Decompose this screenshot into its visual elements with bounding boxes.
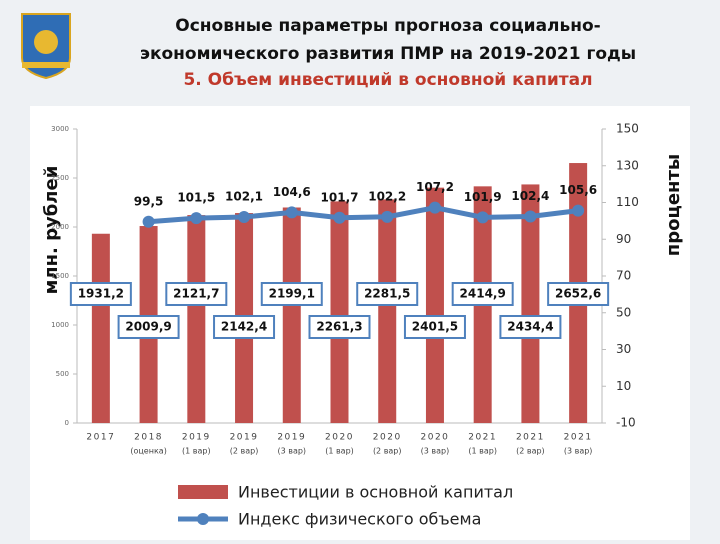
value-label-box bbox=[308, 315, 371, 339]
title-line: Основные параметры прогноза социально- bbox=[175, 16, 600, 36]
title-line: экономического развития ПМР на 2019-2021… bbox=[140, 44, 636, 64]
bar-value-label: 2142,4 bbox=[221, 320, 267, 334]
bar-value-label: 2434,4 bbox=[507, 320, 553, 334]
y-tick-label: 0 bbox=[65, 419, 69, 427]
x-tick-label: 2019 bbox=[230, 433, 259, 443]
bar bbox=[378, 199, 397, 423]
x-tick-note: (1 вар) bbox=[182, 447, 211, 456]
value-label-box bbox=[451, 282, 514, 306]
y-axis-title: млн. рублей bbox=[41, 166, 62, 295]
legend-label: Инвестиции в основной капитал bbox=[238, 483, 513, 502]
line-marker bbox=[381, 210, 394, 223]
y-tick-label: 2500 bbox=[51, 174, 69, 182]
x-tick-note: (3 вар) bbox=[421, 447, 450, 456]
bar-value-label: 2281,5 bbox=[364, 287, 410, 301]
y2-tick-label: 150 bbox=[616, 122, 639, 136]
bar bbox=[282, 207, 301, 423]
legend-label: Индекс физического объема bbox=[238, 510, 481, 529]
line-marker bbox=[190, 212, 203, 225]
y-tick-label: 3000 bbox=[51, 125, 69, 133]
bar bbox=[330, 201, 349, 423]
line-value-label: 99,5 bbox=[134, 194, 164, 208]
line-marker bbox=[524, 210, 537, 223]
bar-value-label: 1931,2 bbox=[78, 287, 124, 301]
bar-value-label: 2121,7 bbox=[173, 287, 219, 301]
x-tick-label: 2020 bbox=[325, 433, 354, 443]
line-value-label: 102,2 bbox=[368, 189, 406, 203]
line-marker bbox=[476, 211, 489, 224]
y-tick-label: 1000 bbox=[51, 321, 69, 329]
x-tick-note: (3 вар) bbox=[277, 447, 306, 456]
line-value-label: 102,4 bbox=[511, 189, 549, 203]
bar-value-label: 2199,1 bbox=[269, 287, 315, 301]
y-tick-label: 2000 bbox=[51, 223, 69, 231]
line bbox=[148, 205, 579, 225]
line-marker bbox=[572, 204, 585, 217]
value-label-box bbox=[69, 282, 132, 306]
bar bbox=[91, 233, 110, 423]
y2-tick-label: 90 bbox=[616, 232, 631, 246]
x-tick-label: 2021 bbox=[564, 433, 593, 443]
x-tick-note: (1 вар) bbox=[468, 447, 497, 456]
bar-value-label: 2401,5 bbox=[412, 320, 458, 334]
x-tick-note: (2 вар) bbox=[373, 447, 402, 456]
x-tick-label: 2017 bbox=[86, 433, 115, 443]
value-label-box bbox=[403, 315, 466, 339]
bar bbox=[521, 184, 540, 423]
x-tick-note: (1 вар) bbox=[325, 447, 354, 456]
bar-value-label: 2009,9 bbox=[125, 320, 171, 334]
legend-swatch bbox=[197, 513, 209, 525]
value-label-box bbox=[260, 282, 323, 306]
line-marker bbox=[142, 215, 155, 228]
x-tick-label: 2018 bbox=[134, 433, 163, 443]
x-tick-note: (2 вар) bbox=[516, 447, 545, 456]
line-value-label: 101,5 bbox=[177, 191, 215, 205]
emblem bbox=[21, 13, 71, 80]
x-tick-label: 2020 bbox=[421, 433, 450, 443]
subtitle: 5. Объем инвестиций в основной капитал bbox=[183, 70, 592, 90]
y-tick-label: 1500 bbox=[51, 272, 69, 280]
y2-tick-label: 70 bbox=[616, 269, 631, 283]
x-tick-note: (3 вар) bbox=[564, 447, 593, 456]
line-marker bbox=[428, 201, 441, 214]
y2-tick-label: 10 bbox=[616, 379, 631, 393]
value-label-box bbox=[165, 282, 228, 306]
x-tick-label: 2020 bbox=[373, 433, 402, 443]
value-label-box bbox=[117, 315, 180, 339]
value-label-box bbox=[499, 315, 562, 339]
line-marker bbox=[333, 211, 346, 224]
line-value-label: 102,1 bbox=[225, 190, 263, 204]
y2-tick-label: 50 bbox=[616, 305, 631, 319]
line-value-label: 101,7 bbox=[321, 190, 359, 204]
y2-axis-title: проценты bbox=[663, 154, 684, 256]
line-value-label: 101,9 bbox=[464, 190, 502, 204]
x-tick-label: 2021 bbox=[468, 433, 497, 443]
line-marker bbox=[285, 206, 298, 219]
value-label-box bbox=[213, 315, 276, 339]
line-value-label: 104,6 bbox=[273, 185, 311, 199]
value-label-box bbox=[547, 282, 610, 306]
x-tick-label: 2019 bbox=[277, 433, 306, 443]
x-tick-label: 2019 bbox=[182, 433, 211, 443]
y2-tick-label: 30 bbox=[616, 342, 631, 356]
value-label-box bbox=[356, 282, 419, 306]
line-value-label: 107,2 bbox=[416, 180, 454, 194]
x-tick-note: (оценка) bbox=[130, 447, 166, 456]
bar bbox=[425, 187, 444, 423]
line-marker bbox=[238, 211, 251, 224]
bar bbox=[187, 215, 206, 423]
x-tick-note: (2 вар) bbox=[230, 447, 259, 456]
line-value-label: 105,6 bbox=[559, 183, 597, 197]
y2-tick-label: -10 bbox=[616, 416, 636, 430]
bar-value-label: 2414,9 bbox=[460, 287, 506, 301]
y2-tick-label: 110 bbox=[616, 195, 639, 209]
bar-value-label: 2652,6 bbox=[555, 287, 601, 301]
legend-swatch bbox=[178, 485, 228, 499]
y-tick-label: 500 bbox=[56, 370, 69, 378]
y2-tick-label: 130 bbox=[616, 158, 639, 172]
bar-value-label: 2261,3 bbox=[316, 320, 362, 334]
x-tick-label: 2021 bbox=[516, 433, 545, 443]
